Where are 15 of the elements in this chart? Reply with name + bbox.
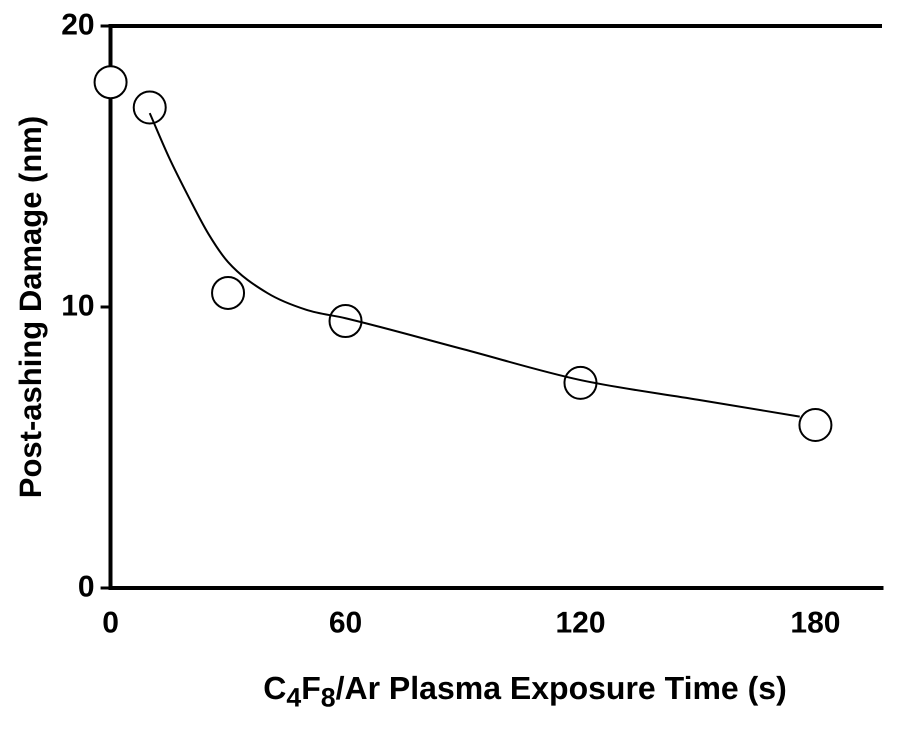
point xyxy=(211,276,246,310)
point xyxy=(94,65,128,100)
y-tick-label: 10 xyxy=(61,289,95,322)
point xyxy=(563,366,598,400)
y-tick-label: 20 xyxy=(61,8,95,42)
point xyxy=(328,304,363,338)
point xyxy=(132,90,167,124)
x-tick-label: 0 xyxy=(102,606,119,640)
x-tick-label: 180 xyxy=(790,606,840,640)
y-axis-title: Post-ashing Damage (nm) xyxy=(13,116,48,498)
x-tick-label: 60 xyxy=(328,606,362,640)
x-axis-title: C$_{4}$F$_{8}$/Ar Plasma Exposure Time (s) xyxy=(262,670,788,714)
point xyxy=(798,408,832,442)
x-tick-label: 120 xyxy=(555,606,606,640)
y-tick-label: 0 xyxy=(78,570,95,604)
